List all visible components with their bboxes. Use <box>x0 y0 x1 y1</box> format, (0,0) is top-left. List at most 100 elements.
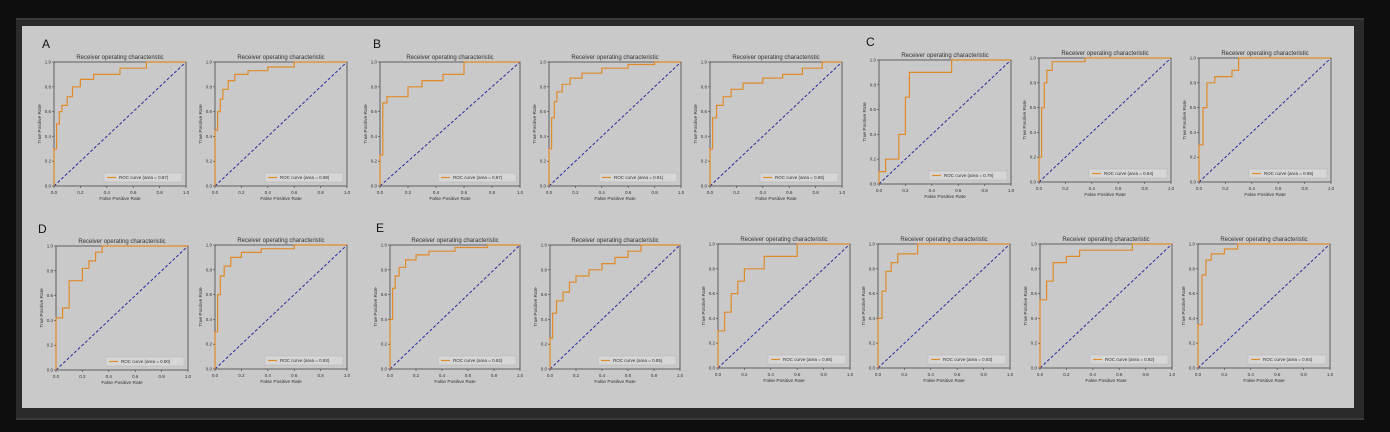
x-tick-label: 0.8 <box>1300 372 1307 377</box>
y-tick-label: 1.0 <box>381 243 388 248</box>
x-axis-label: False Positive Rate <box>924 194 966 200</box>
y-tick-label: 0.2 <box>701 159 708 164</box>
y-tick-label: 1.0 <box>870 58 877 63</box>
plot-area <box>53 61 187 187</box>
roc-subplot-3: 0.00.0 0.2 0.2 0.4 0.4 0.6 0.6 0.8 0.8 1.0 1.0 Rece… <box>363 37 524 202</box>
y-tick-label: 1.0 <box>45 60 52 65</box>
legend-label: ROC curve (area = 0.93) <box>943 357 993 362</box>
y-tick-label: 0.4 <box>1031 316 1038 321</box>
y-tick-label: 0.0 <box>47 368 54 373</box>
roc-subplot-9: 0.00.0 0.2 0.2 0.4 0.4 0.6 0.6 0.8 0.8 1.0 1.0 Rece… <box>38 222 192 386</box>
y-tick-label: 0.0 <box>701 184 708 189</box>
legend-label: ROC curve (area = 0.85) <box>613 358 663 363</box>
legend-label: ROC curve (area = 0.85) <box>783 357 833 362</box>
y-tick-label: 0.2 <box>47 343 54 348</box>
y-tick-label: 0.6 <box>870 107 877 112</box>
x-tick-label: 0.4 <box>599 373 606 378</box>
x-tick-label: 0.0 <box>377 190 384 195</box>
y-tick-label: 0.8 <box>1031 266 1038 271</box>
y-tick-label: 0.4 <box>1190 130 1197 135</box>
y-axis-label: True Positive Rate <box>693 104 699 144</box>
y-axis-label: True Positive Rate <box>198 287 204 327</box>
x-tick-label: 0.4 <box>433 190 440 195</box>
legend-label: ROC curve (area = 0.98) <box>280 175 330 180</box>
x-tick-label: 0.2 <box>1063 372 1070 377</box>
x-axis-label: False Positive Rate <box>755 196 797 202</box>
chance-diagonal <box>53 61 187 187</box>
x-tick-label: 0.4 <box>1249 186 1256 191</box>
subplot-title: Receiver operating characteristic <box>1220 237 1307 243</box>
y-tick-label: 0.4 <box>869 316 876 321</box>
x-tick-label: 0.6 <box>1274 372 1281 377</box>
subplot-title: Receiver operating characteristic <box>1221 51 1308 57</box>
x-tick-label: 0.2 <box>572 190 579 195</box>
x-tick-label: 0.8 <box>981 188 988 193</box>
legend-box <box>598 172 678 183</box>
x-axis-label: False Positive Rate <box>1244 192 1286 198</box>
x-axis-label: False Positive Rate <box>260 196 302 202</box>
y-tick-label: 0.4 <box>541 317 548 322</box>
y-tick-label: 1.0 <box>1031 242 1038 247</box>
legend-label: ROC curve (area = 0.87) <box>453 175 503 180</box>
x-tick-label: 0.8 <box>651 190 658 195</box>
y-tick-label: 0.6 <box>1030 105 1037 110</box>
y-tick-label: 0.4 <box>371 134 378 139</box>
plot-area <box>878 59 1012 185</box>
x-tick-label: 0.6 <box>794 372 801 377</box>
y-tick-label: 0.8 <box>1189 266 1196 271</box>
legend-label: ROC curve (area = 0.90) <box>121 359 171 364</box>
roc-subplot-13: 0.00.0 0.2 0.2 0.4 0.4 0.6 0.6 0.8 0.8 1.0 1.0 Rece… <box>701 237 854 384</box>
x-tick-label: 0.0 <box>53 374 60 379</box>
y-tick-label: 0.6 <box>701 109 708 114</box>
x-tick-label: 1.0 <box>839 190 846 195</box>
x-axis-label: False Positive Rate <box>434 379 476 385</box>
chance-diagonal <box>389 244 521 370</box>
y-tick-label: 1.0 <box>541 243 548 248</box>
x-tick-label: 0.2 <box>902 188 909 193</box>
roc-curve <box>214 244 347 369</box>
x-axis-label: False Positive Rate <box>1084 192 1126 198</box>
y-tick-label: 0.0 <box>870 182 877 187</box>
chance-diagonal <box>709 61 843 187</box>
x-tick-label: 0.8 <box>317 190 324 195</box>
subplot-title: Receiver operating characteristic <box>76 55 163 61</box>
y-tick-label: 0.8 <box>206 267 213 272</box>
x-tick-label: 0.2 <box>733 190 740 195</box>
x-tick-label: 0.8 <box>980 372 987 377</box>
y-tick-label: 0.0 <box>540 184 547 189</box>
y-tick-label: 0.0 <box>541 367 548 372</box>
y-tick-label: 1.0 <box>540 60 547 65</box>
x-axis-label: False Positive Rate <box>1243 378 1285 384</box>
x-tick-label: 0.8 <box>1301 186 1308 191</box>
x-tick-label: 0.4 <box>1090 372 1097 377</box>
y-tick-label: 0.0 <box>869 366 876 371</box>
x-tick-label: 0.2 <box>77 190 84 195</box>
x-tick-label: 0.8 <box>491 373 498 378</box>
x-tick-label: 1.0 <box>1008 188 1015 193</box>
y-tick-label: 0.8 <box>1030 80 1037 85</box>
x-tick-label: 0.6 <box>625 190 632 195</box>
x-tick-label: 1.0 <box>677 373 684 378</box>
y-tick-label: 0.0 <box>1030 180 1037 185</box>
x-tick-label: 0.8 <box>812 190 819 195</box>
y-tick-label: 0.8 <box>206 84 213 89</box>
roc-subplot-5: 0.00.0 0.2 0.2 0.4 0.4 0.6 0.6 0.8 0.8 1.0 1.0 Rece… <box>693 55 846 202</box>
x-tick-label: 0.4 <box>1089 186 1096 191</box>
y-axis-label: True Positive Rate <box>1023 286 1029 326</box>
x-tick-label: 1.0 <box>344 190 351 195</box>
y-tick-label: 0.2 <box>869 341 876 346</box>
roc-curve <box>1197 243 1330 368</box>
y-tick-label: 0.6 <box>541 292 548 297</box>
legend-label: ROC curve (area = 0.92) <box>453 358 503 363</box>
chance-diagonal <box>548 61 682 187</box>
subplot-title: Receiver operating characteristic <box>1061 51 1148 57</box>
y-tick-label: 1.0 <box>709 242 716 247</box>
x-tick-label: 0.2 <box>1062 186 1069 191</box>
roc-curve <box>549 244 680 369</box>
panel-letter-e: E <box>376 221 384 235</box>
chance-diagonal <box>1197 243 1331 369</box>
legend-label: ROC curve (area = 0.79) <box>944 173 994 178</box>
y-tick-label: 0.8 <box>1190 80 1197 85</box>
y-tick-label: 0.6 <box>709 291 716 296</box>
